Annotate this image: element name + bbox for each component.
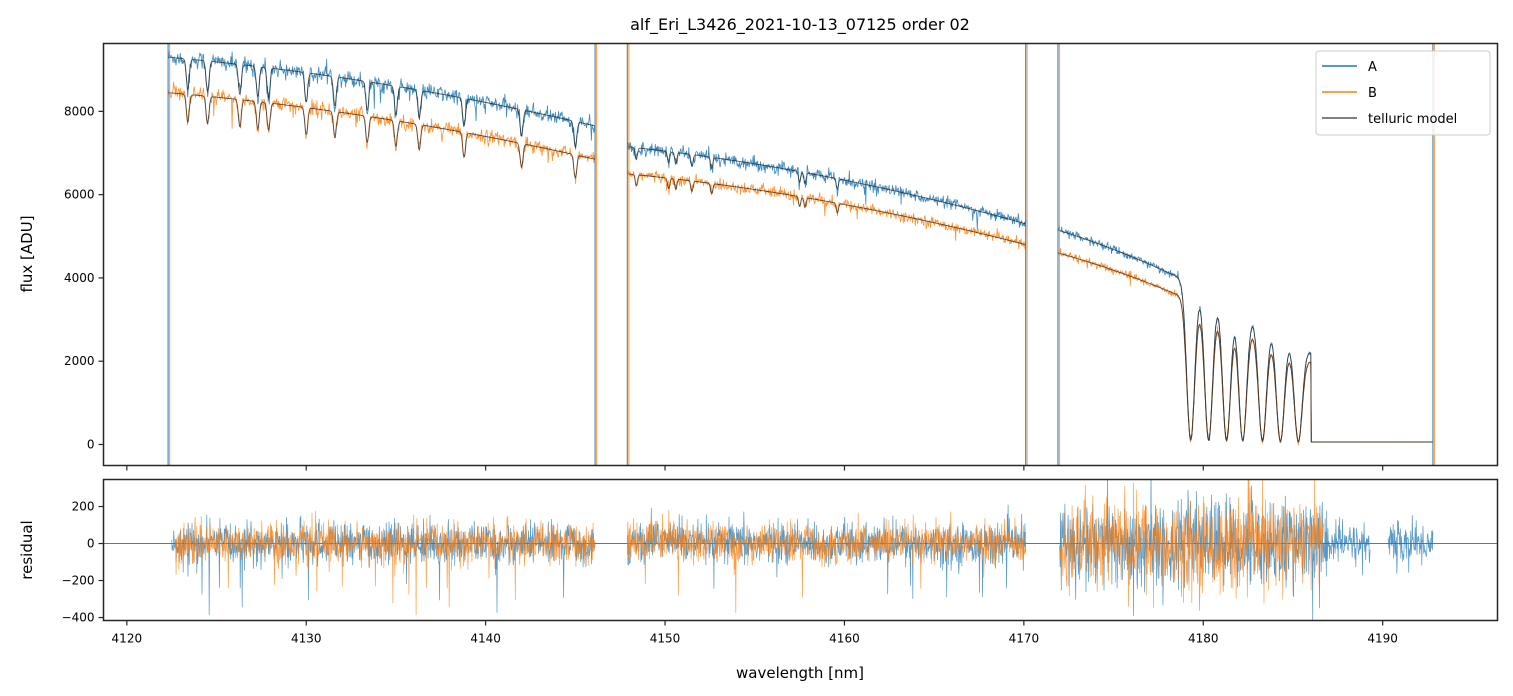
chart-title: alf_Eri_L3426_2021-10-13_07125 order 02 [630,15,970,35]
residual-x-tick-label: 4170 [1009,632,1040,646]
telluric-model-b-segment [627,173,1026,246]
flux-y-tick-label: 2000 [64,354,95,368]
flux-series-a-segment [167,50,596,150]
residual-x-tick-label: 4180 [1188,632,1219,646]
flux-y-ticks: 0 2000 4000 6000 8000 [64,104,104,451]
flux-series-b-segment [627,170,1027,250]
residual-series-a [1387,515,1434,574]
legend-label-b: B [1368,86,1377,101]
residual-y-tick-label: 200 [72,500,95,514]
residual-y-tick-label: 0 [87,537,95,551]
telluric-model-a-segment [168,56,596,149]
flux-series-a-segment [627,141,1027,230]
legend-label-telluric: telluric model [1368,112,1457,127]
telluric-model-b-segment [1057,252,1433,443]
residual-x-tick-label: 4120 [112,632,143,646]
residual-x-tick-label: 4190 [1367,632,1398,646]
residual-y-tick-label: −400 [62,611,95,625]
residual-y-ticks: −400 −200 0 200 [62,500,104,625]
telluric-model-a-segment [627,146,1026,225]
legend-box [1315,50,1491,136]
telluric-model-b-segment [168,92,596,179]
legend-label-a: A [1368,60,1377,75]
residual-series-b [1059,479,1324,611]
flux-y-tick-label: 6000 [64,188,95,202]
residual-series-b [627,510,1027,613]
residual-series-b [175,511,596,616]
flux-y-tick-label: 0 [87,437,95,451]
residual-y-tick-label: −200 [62,574,95,588]
flux-plot-area [167,43,1436,466]
flux-y-tick-label: 8000 [64,104,95,118]
residual-x-tick-label: 4150 [650,632,681,646]
flux-y-axis-label: flux [ADU] [18,215,36,292]
residual-axes-frame [102,478,1499,622]
residual-x-ticks: 4120 4130 4140 4150 4160 4170 4180 4190 [112,620,1398,646]
flux-y-tick-label: 4000 [64,271,95,285]
residual-x-tick-label: 4140 [470,632,501,646]
residual-x-tick-label: 4130 [291,632,322,646]
residual-x-tick-label: 4160 [829,632,860,646]
x-axis-label: wavelength [nm] [736,664,864,682]
flux-series-b-segment [167,81,596,184]
residual-plot-area [103,479,1498,621]
legend: A B telluric model [1315,50,1491,136]
flux-x-ticks [126,465,1384,471]
residual-y-axis-label: residual [18,520,36,579]
flux-axes-frame [102,42,1499,467]
